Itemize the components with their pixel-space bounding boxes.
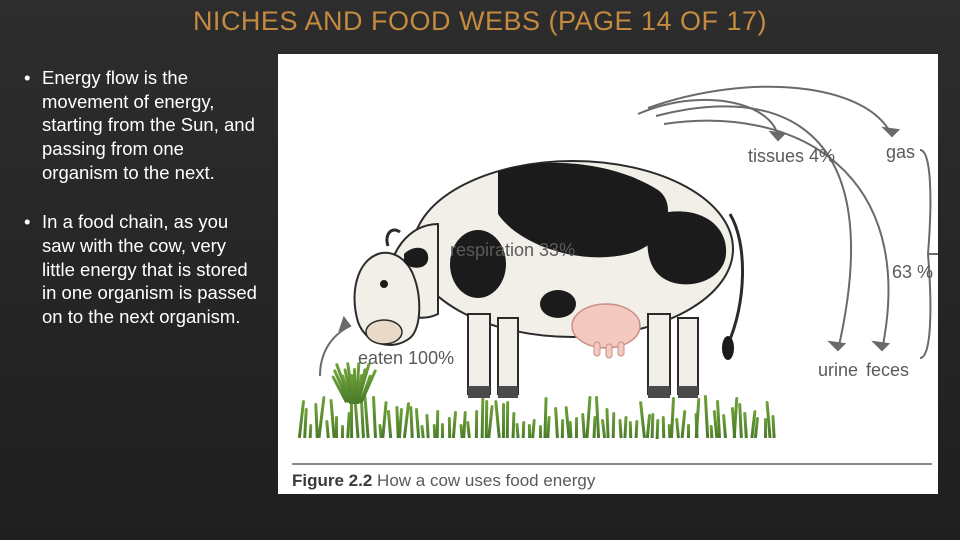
bullet-item: In a food chain, as you saw with the cow… bbox=[24, 210, 264, 328]
bullet-list: Energy flow is the movement of energy, s… bbox=[24, 66, 264, 355]
figure-caption: Figure 2.2 How a cow uses food energy bbox=[292, 463, 932, 495]
bullet-item: Energy flow is the movement of energy, s… bbox=[24, 66, 264, 184]
label-63pct: 63 % bbox=[892, 262, 933, 283]
energy-arrows bbox=[278, 54, 938, 454]
label-urine: urine bbox=[818, 360, 858, 381]
slide: NICHES AND FOOD WEBS (PAGE 14 OF 17) Ene… bbox=[0, 0, 960, 540]
figure-caption-text: How a cow uses food energy bbox=[377, 471, 595, 490]
figure-number: Figure 2.2 bbox=[292, 471, 372, 490]
label-respiration: respiration 33% bbox=[450, 240, 575, 261]
label-eaten: eaten 100% bbox=[358, 348, 454, 369]
label-tissues: tissues 4% bbox=[748, 146, 835, 167]
label-feces: feces bbox=[866, 360, 909, 381]
page-title: NICHES AND FOOD WEBS (PAGE 14 OF 17) bbox=[0, 6, 960, 37]
label-gas: gas bbox=[886, 142, 915, 163]
energy-flow-figure: eaten 100% respiration 33% tissues 4% ga… bbox=[278, 54, 938, 494]
